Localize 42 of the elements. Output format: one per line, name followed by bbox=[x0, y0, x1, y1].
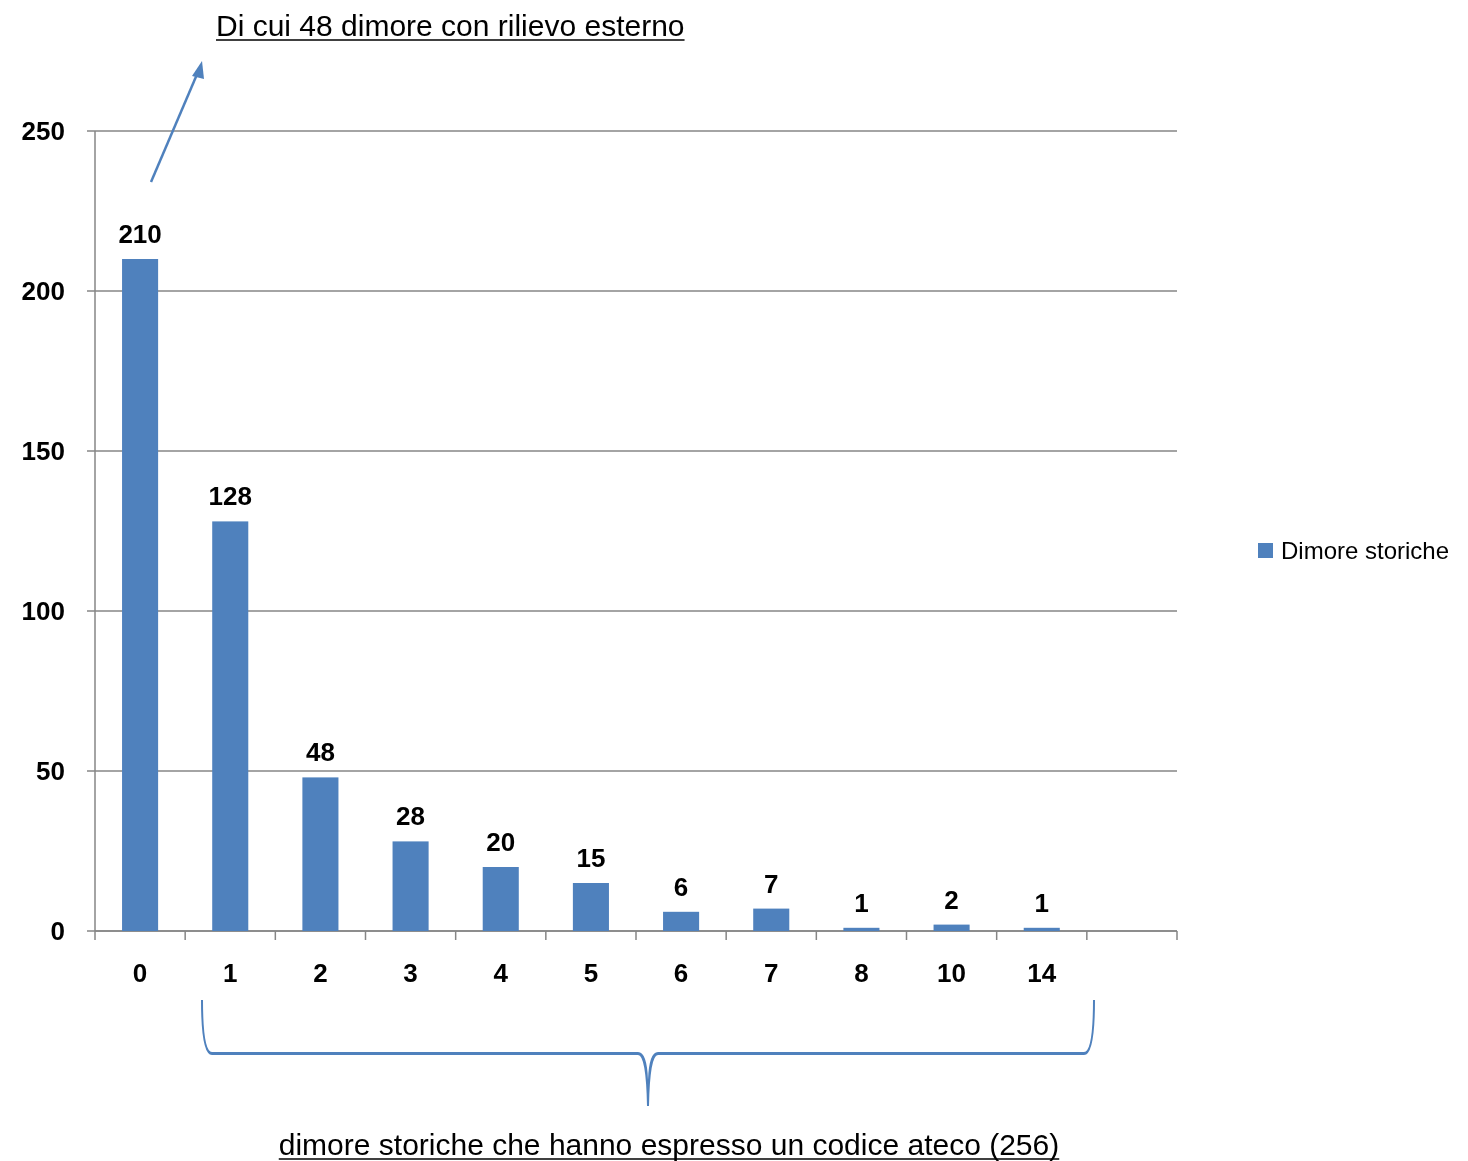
x-tick-label: 10 bbox=[937, 958, 967, 988]
bar bbox=[1023, 927, 1060, 931]
bar bbox=[212, 521, 249, 931]
bar bbox=[392, 841, 429, 931]
x-tick-label: 2 bbox=[313, 958, 328, 988]
x-tick-label: 3 bbox=[403, 958, 418, 988]
data-label: 6 bbox=[673, 871, 689, 902]
bar bbox=[482, 867, 519, 931]
data-label: 1 bbox=[1034, 887, 1049, 918]
data-label: 128 bbox=[208, 481, 252, 512]
y-tick-label: 50 bbox=[36, 756, 65, 786]
x-tick-label: 5 bbox=[583, 958, 599, 988]
data-label: 7 bbox=[764, 868, 779, 899]
x-tick-label: 6 bbox=[673, 958, 689, 988]
x-tick-label: 8 bbox=[854, 958, 869, 988]
x-tick-label: 1 bbox=[223, 958, 238, 988]
data-label: 48 bbox=[305, 737, 335, 768]
bar bbox=[843, 927, 880, 931]
y-tick-label: 200 bbox=[21, 276, 65, 306]
data-label: 28 bbox=[396, 801, 426, 832]
bar bbox=[663, 911, 700, 931]
text: Di cui 48 dimore con rilievo esterno bbox=[216, 9, 685, 42]
x-tick-label: 4 bbox=[493, 958, 509, 988]
x-tick-label: 0 bbox=[132, 958, 148, 988]
data-label: 210 bbox=[118, 219, 162, 249]
data-label: 20 bbox=[486, 827, 516, 857]
bar bbox=[122, 259, 159, 931]
legend-label: Dimore storiche bbox=[1281, 537, 1450, 564]
bar bbox=[302, 777, 339, 931]
y-tick-label: 0 bbox=[50, 916, 65, 946]
x-tick-label: 14 bbox=[1027, 958, 1057, 988]
data-label: 15 bbox=[576, 843, 606, 873]
y-tick-label: 150 bbox=[21, 436, 65, 466]
bar bbox=[753, 908, 790, 931]
bar bbox=[933, 924, 970, 931]
y-tick-label: 250 bbox=[21, 116, 65, 146]
text: dimore storiche che hanno espresso un codice ateco (256) bbox=[278, 1128, 1060, 1161]
data-label: 2 bbox=[944, 884, 959, 915]
bar bbox=[572, 883, 609, 931]
data-label: 1 bbox=[854, 887, 869, 918]
y-tick-label: 100 bbox=[21, 596, 65, 626]
x-tick-label: 7 bbox=[764, 958, 779, 988]
